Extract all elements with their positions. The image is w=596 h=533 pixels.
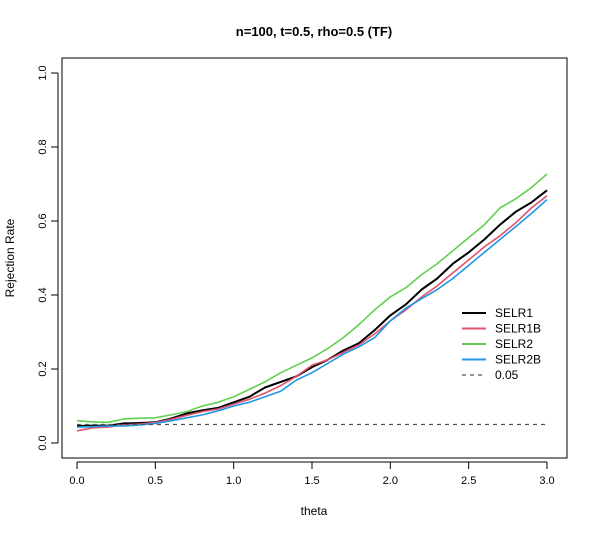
x-axis: 0.0 0.5 1.0 1.5 2.0 2.5 3.0 xyxy=(69,461,555,487)
plot-frame xyxy=(61,57,568,459)
legend-label: 0.05 xyxy=(495,368,519,382)
chart-title: n=100, t=0.5, rho=0.5 (TF) xyxy=(236,24,392,39)
x-tick-label: 1.5 xyxy=(304,475,319,487)
x-axis-label: theta xyxy=(301,504,328,518)
series-line-selr2 xyxy=(76,173,548,424)
x-tick-label: 0.0 xyxy=(69,475,84,487)
legend-label: SELR2B xyxy=(495,353,541,367)
x-tick-label: 1.0 xyxy=(226,475,241,487)
y-tick-label: 1.0 xyxy=(37,65,49,80)
y-axis: 0.0 0.2 0.4 0.6 0.8 1.0 xyxy=(37,65,59,451)
y-tick-label: 0.6 xyxy=(37,213,49,228)
y-axis-label: Rejection Rate xyxy=(3,218,17,297)
x-tick-label: 2.5 xyxy=(461,475,476,487)
legend-label: SELR1B xyxy=(495,322,541,336)
series-line-selr2b xyxy=(76,198,548,428)
legend-label: SELR2 xyxy=(495,337,533,351)
series-line-selr1 xyxy=(76,189,548,427)
legend-label: SELR1 xyxy=(495,306,533,320)
x-tick-label: 2.0 xyxy=(383,475,398,487)
y-tick-label: 0.4 xyxy=(37,287,49,302)
y-tick-label: 0.8 xyxy=(37,139,49,154)
x-tick-label: 3.0 xyxy=(539,475,554,487)
y-tick-label: 0.0 xyxy=(37,435,49,450)
y-tick-label: 0.2 xyxy=(37,361,49,376)
x-tick-label: 0.5 xyxy=(148,475,163,487)
series-layer xyxy=(76,173,548,432)
